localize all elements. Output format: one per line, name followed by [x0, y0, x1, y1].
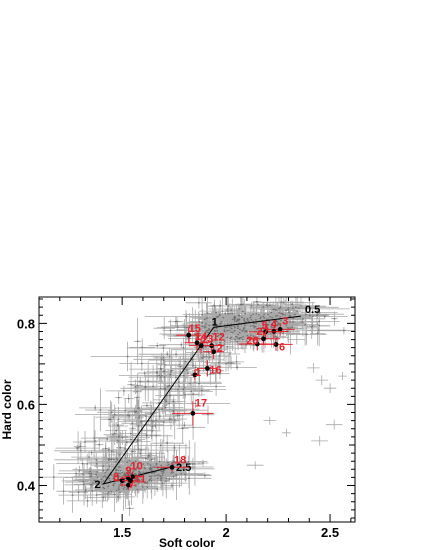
highlight-label: 11 [134, 474, 146, 486]
x-axis-title: Soft color [159, 536, 215, 550]
highlight-label: 4 [271, 318, 278, 330]
track-vertex-label: 1 [212, 316, 218, 328]
x-tick-label: 1.5 [113, 525, 131, 540]
y-tick-label: 0.8 [17, 316, 35, 331]
highlight-label: 12 [213, 332, 225, 344]
highlight-label: 8 [113, 472, 119, 484]
y-tick-label: 0.6 [17, 397, 35, 412]
highlight-label: 18 [174, 454, 186, 466]
highlight-label: 10 [131, 461, 143, 473]
highlight-label: 6 [279, 341, 285, 353]
y-tick-label: 0.4 [17, 479, 36, 494]
y-axis-title: Hard color [0, 379, 14, 439]
x-tick-label: 2.5 [321, 525, 339, 540]
highlight-label: 17 [195, 397, 207, 409]
track-vertex-label: 0.5 [305, 304, 320, 316]
x-tick-label: 2 [222, 525, 229, 540]
highlight-label: 3 [282, 315, 288, 327]
highlight-marker [190, 411, 195, 416]
highlight-label: 16 [209, 364, 221, 376]
highlight-label: 27 [257, 326, 269, 338]
highlight-label: 2 [217, 343, 223, 355]
highlight-label: 15 [189, 323, 201, 335]
highlight-marker [128, 478, 133, 483]
track-vertex-label: 2 [94, 479, 100, 491]
